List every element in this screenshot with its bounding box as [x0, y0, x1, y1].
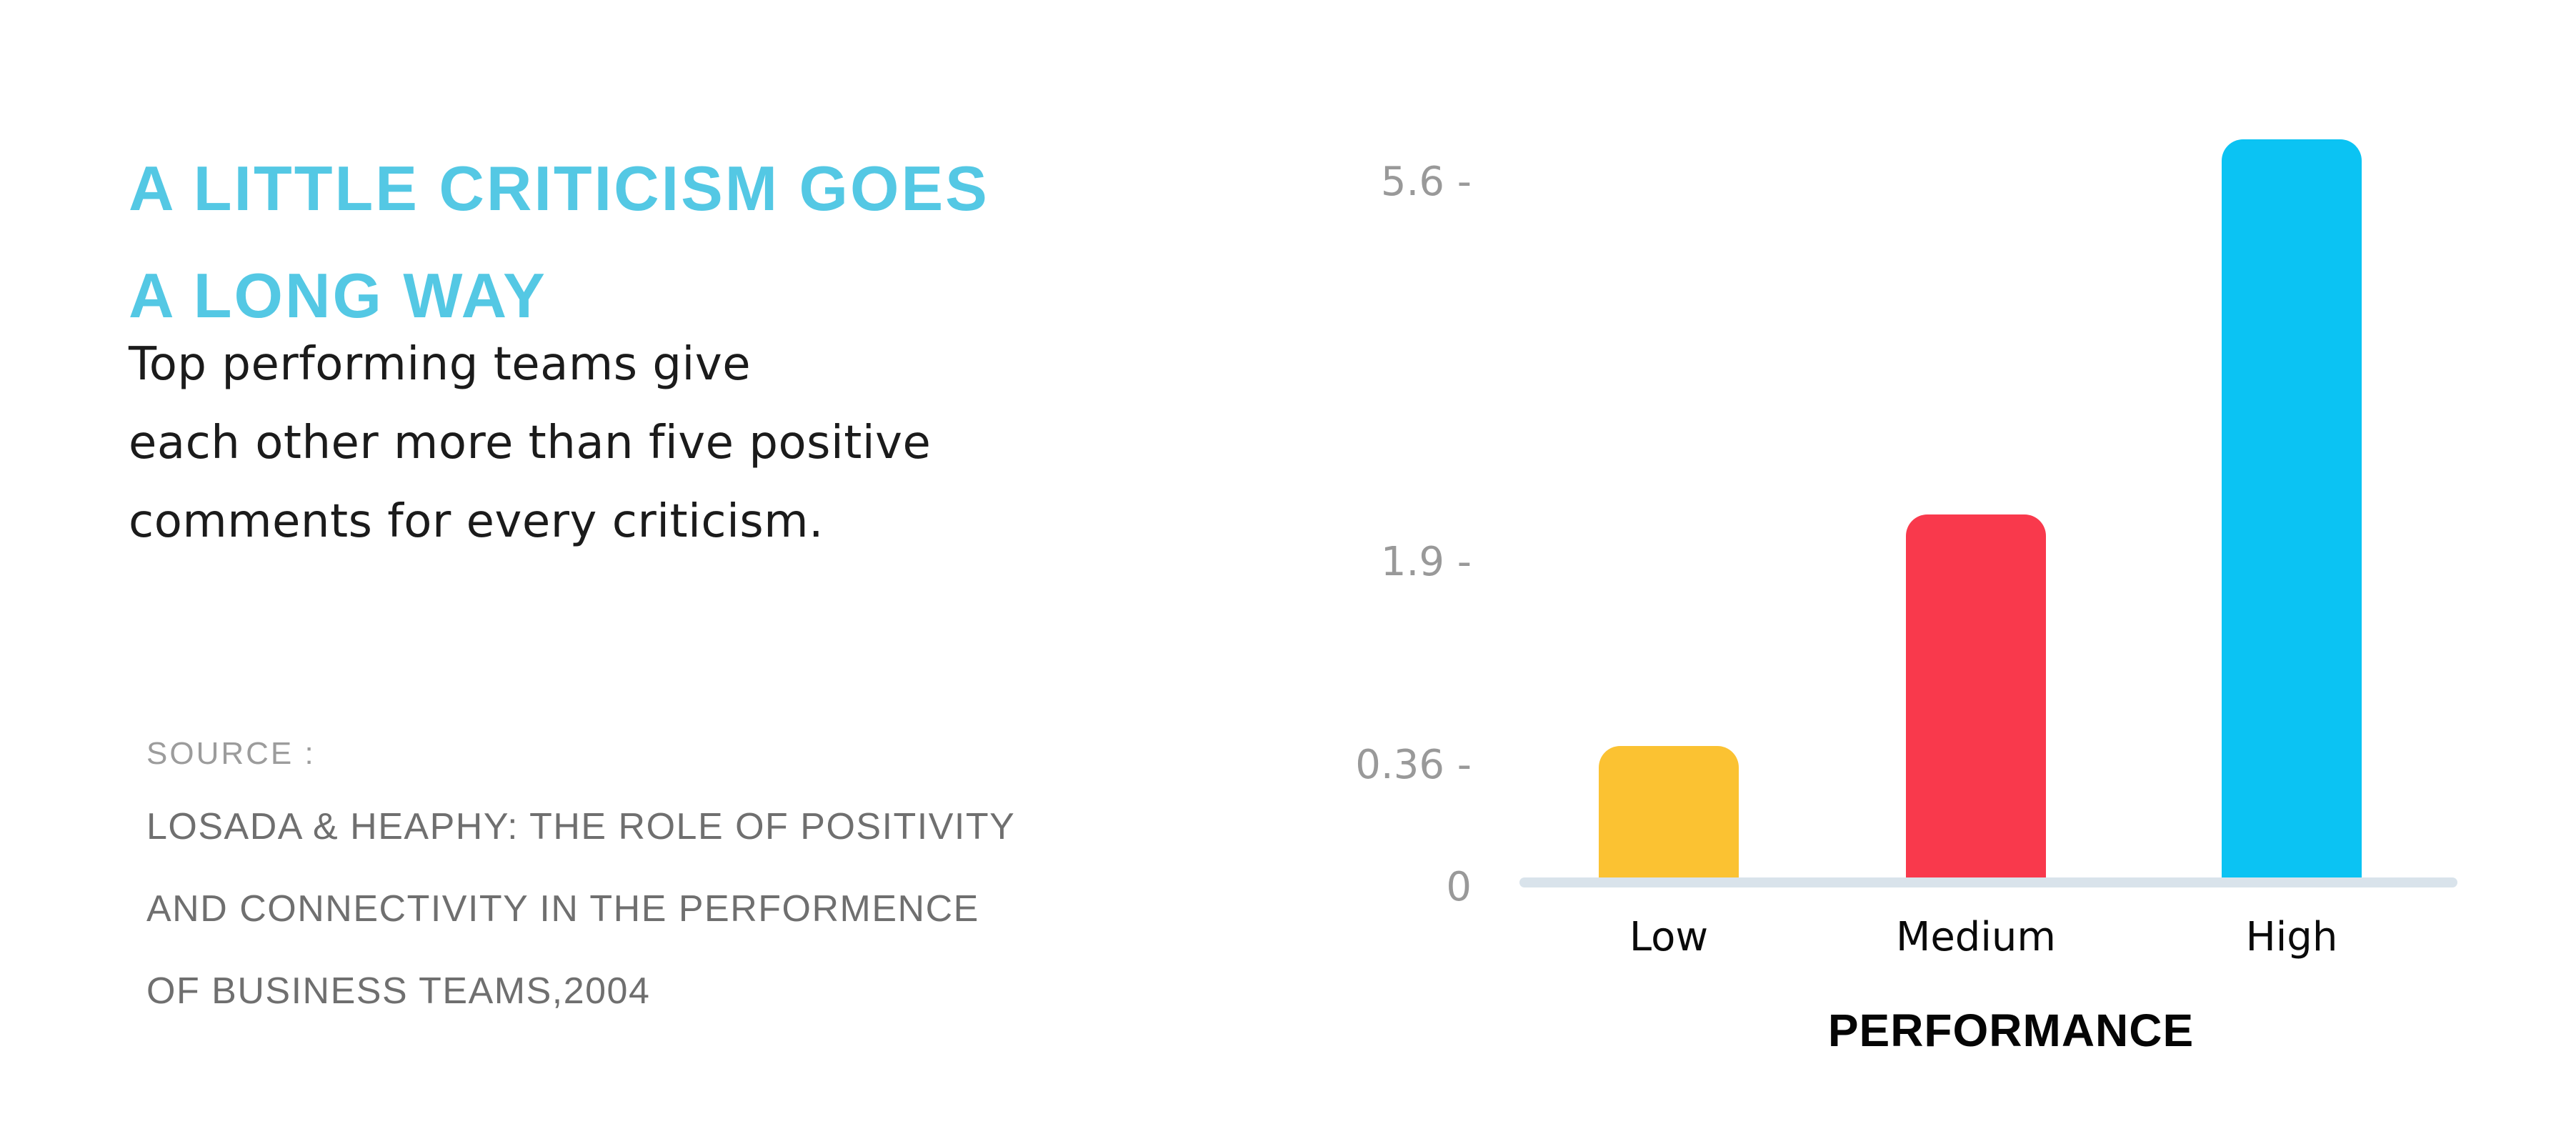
- body-text-line-3: comments for every criticism.: [129, 495, 824, 548]
- body-text-line-1: Top performing teams give: [129, 338, 752, 391]
- y-tick-label-5.6: 5.6 -: [1380, 159, 1472, 205]
- title-line-2: A LONG WAY: [129, 259, 547, 331]
- x-tick-label-medium: Medium: [1896, 914, 2056, 960]
- y-tick-label-0.36: 0.36 -: [1355, 742, 1472, 788]
- x-tick-label-high: High: [2245, 914, 2338, 960]
- y-tick-label-1.9: 1.9 -: [1380, 539, 1472, 585]
- source-citation-line-2: AND CONNECTIVITY IN THE PERFORMENCE: [146, 888, 979, 930]
- source-citation-line-3: OF BUSINESS TEAMS,2004: [146, 970, 651, 1012]
- y-tick-label-0: 0: [1446, 864, 1472, 910]
- source-label: SOURCE :: [146, 736, 316, 771]
- x-tick-label-low: Low: [1629, 914, 1709, 960]
- body-text: Top performing teams give each other mor…: [129, 325, 931, 561]
- bar-high: [2222, 139, 2362, 877]
- source-citation-line-1: LOSADA & HEAPHY: THE ROLE OF POSITIVITY: [146, 806, 1016, 847]
- bar-low: [1599, 746, 1739, 877]
- x-axis-line: [1519, 877, 2457, 887]
- body-text-line-2: each other more than five positive: [129, 417, 932, 469]
- title-line-1: A LITTLE CRITICISM GOES: [129, 152, 989, 224]
- x-axis-title: PERFORMANCE: [1827, 1005, 2195, 1056]
- page-title: A LITTLE CRITICISM GOES A LONG WAY: [129, 135, 989, 349]
- source-citation: LOSADA & HEAPHY: THE ROLE OF POSITIVITY …: [146, 786, 1015, 1033]
- bar-medium: [1906, 514, 2046, 877]
